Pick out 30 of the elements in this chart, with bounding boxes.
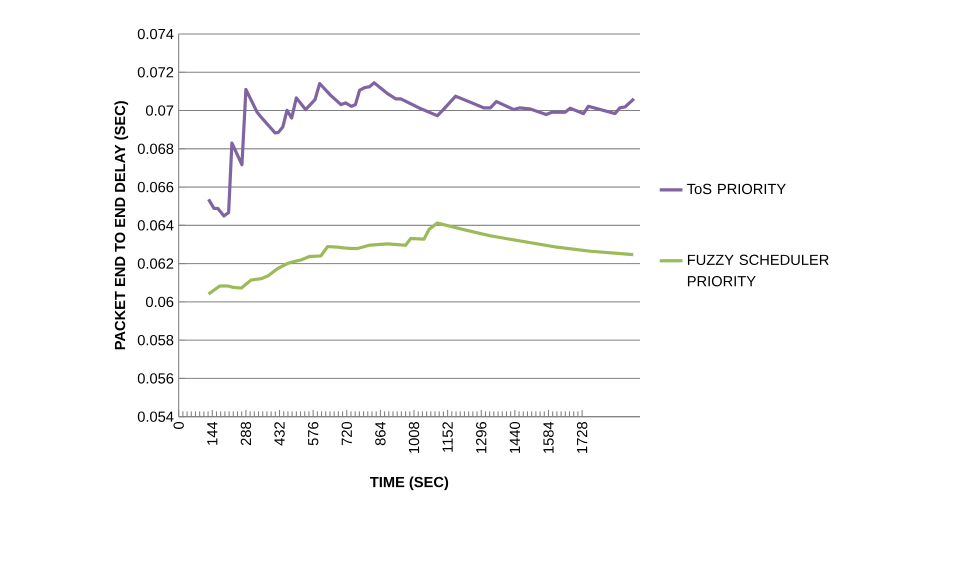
x-tick-label: 1296: [476, 422, 486, 453]
x-tick-label: 1008: [408, 422, 420, 453]
y-tick-label: 0.056: [138, 373, 174, 384]
x-tick-label: 864: [375, 422, 386, 446]
y-tick-label: 0.06: [146, 296, 174, 308]
x-tick-label: 1440: [510, 422, 520, 453]
y-tick-label: 0.07: [146, 105, 174, 116]
legend-label: ToS PRIORITY: [687, 184, 786, 194]
x-tick-label: 0: [173, 422, 184, 429]
y-tick-label: 0.074: [138, 28, 174, 40]
y-tick-label: 0.066: [138, 182, 174, 192]
x-tick-label: 576: [308, 422, 318, 446]
y-tick-label: 0.062: [138, 258, 174, 269]
x-tick-label: 1152: [442, 422, 453, 452]
y-tick-label: 0.058: [138, 334, 174, 346]
x-tick-label: 1584: [543, 422, 554, 453]
x-tick-label: 144: [207, 422, 218, 445]
x-tick-label: 288: [240, 422, 252, 446]
y-tick-label: 0.054: [138, 411, 174, 422]
y-axis-title: PACKET END TO END DELAY (SEC): [114, 101, 128, 350]
y-tick-label: 0.068: [138, 144, 174, 154]
x-axis-title: TIME (SEC): [370, 476, 448, 490]
legend-label: FUZZY SCHEDULER PRIORITY: [688, 254, 829, 286]
x-tick-label: 1728: [576, 422, 588, 453]
x-tick-label: 432: [274, 422, 285, 446]
y-tick-label: 0.072: [138, 67, 174, 78]
line-series: [206, 221, 635, 296]
line-series: [206, 81, 636, 218]
x-tick-label: 720: [342, 422, 352, 446]
y-tick-label: 0.064: [138, 220, 174, 231]
